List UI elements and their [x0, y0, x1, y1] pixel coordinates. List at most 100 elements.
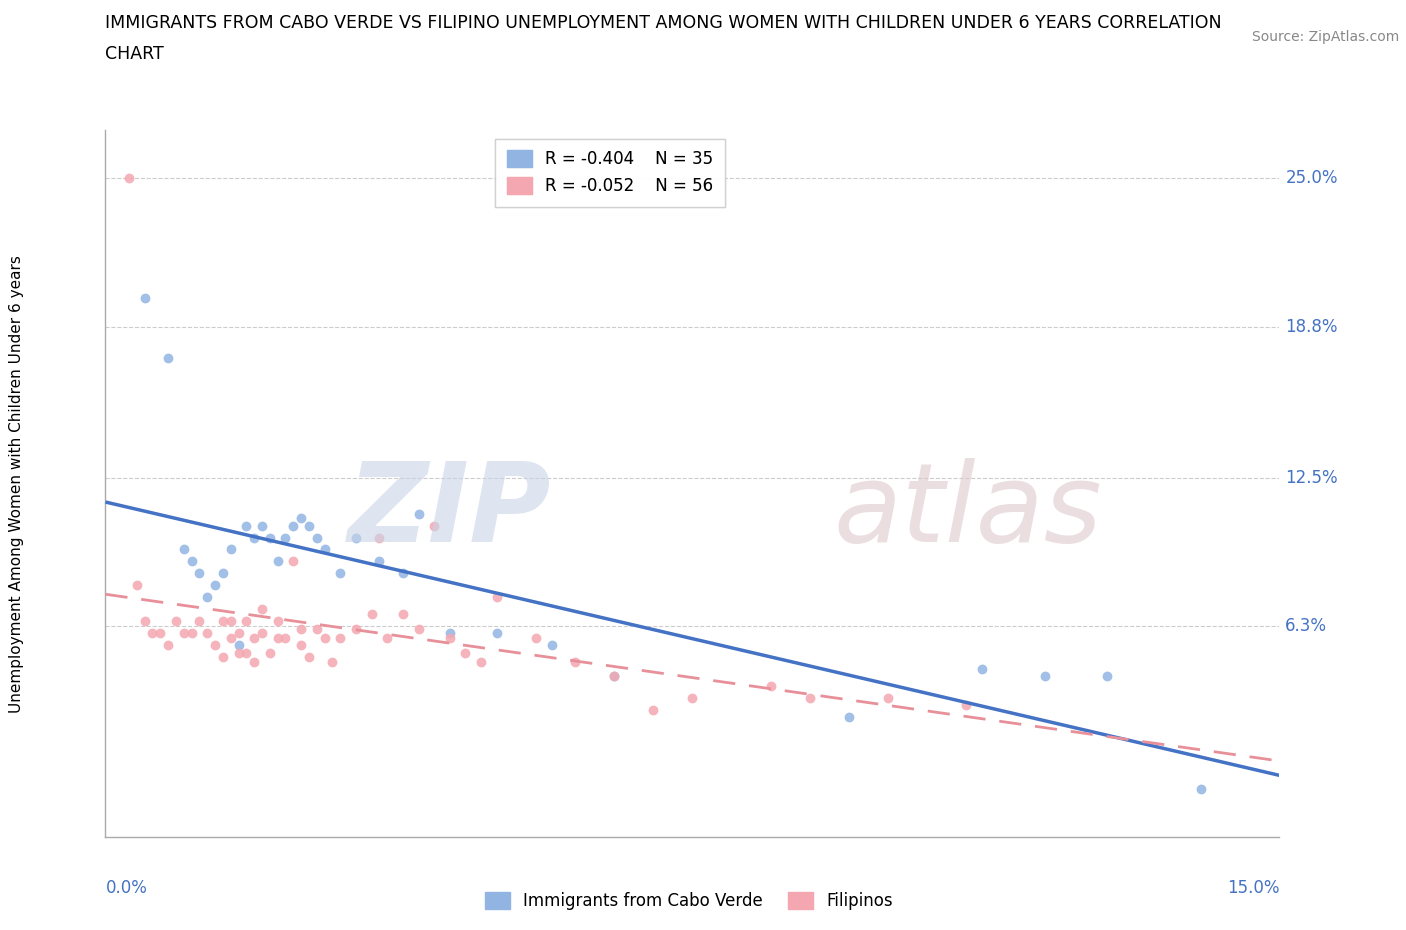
Point [204, 638, 226, 653]
Point [298, 518, 321, 533]
Text: Unemployment Among Women with Children Under 6 years: Unemployment Among Women with Children U… [10, 255, 24, 712]
Point [344, 621, 367, 636]
Point [204, 578, 226, 592]
Point [188, 614, 211, 629]
Point [470, 655, 492, 670]
Point [1189, 781, 1212, 796]
Point [243, 631, 266, 645]
Point [149, 626, 172, 641]
Point [360, 606, 382, 621]
Point [165, 614, 187, 629]
Point [329, 566, 352, 581]
Point [524, 631, 547, 645]
Point [603, 669, 626, 684]
Text: 6.3%: 6.3% [1285, 618, 1327, 635]
Point [259, 645, 281, 660]
Point [235, 614, 257, 629]
Text: 12.5%: 12.5% [1285, 469, 1339, 486]
Point [681, 691, 703, 706]
Point [180, 626, 202, 641]
Point [274, 631, 297, 645]
Point [250, 626, 273, 641]
Point [266, 631, 288, 645]
Point [344, 530, 367, 545]
Point [314, 631, 336, 645]
Point [877, 691, 900, 706]
Point [219, 631, 242, 645]
Point [250, 602, 273, 617]
Point [955, 698, 977, 712]
Text: ZIP: ZIP [349, 458, 551, 565]
Point [305, 621, 328, 636]
Point [195, 626, 218, 641]
Text: IMMIGRANTS FROM CABO VERDE VS FILIPINO UNEMPLOYMENT AMONG WOMEN WITH CHILDREN UN: IMMIGRANTS FROM CABO VERDE VS FILIPINO U… [105, 14, 1222, 32]
Point [283, 554, 305, 569]
Point [235, 645, 257, 660]
Point [228, 626, 250, 641]
Point [603, 669, 626, 684]
Point [838, 710, 860, 724]
Point [134, 614, 156, 629]
Point [266, 614, 288, 629]
Point [157, 638, 180, 653]
Point [321, 655, 343, 670]
Point [485, 626, 508, 641]
Point [298, 650, 321, 665]
Point [266, 554, 288, 569]
Point [195, 590, 218, 604]
Text: 0.0%: 0.0% [105, 880, 148, 897]
Point [485, 590, 508, 604]
Point [235, 518, 257, 533]
Point [157, 351, 180, 365]
Point [290, 638, 312, 653]
Point [408, 621, 430, 636]
Point [540, 638, 562, 653]
Point [643, 702, 665, 717]
Point [173, 626, 195, 641]
Point [283, 518, 305, 533]
Point [228, 645, 250, 660]
Text: Source: ZipAtlas.com: Source: ZipAtlas.com [1251, 30, 1399, 44]
Point [368, 530, 391, 545]
Legend: R = -0.404    N = 35, R = -0.052    N = 56: R = -0.404 N = 35, R = -0.052 N = 56 [495, 139, 725, 206]
Legend: Immigrants from Cabo Verde, Filipinos: Immigrants from Cabo Verde, Filipinos [478, 885, 900, 917]
Point [180, 554, 202, 569]
Point [118, 171, 141, 186]
Point [243, 655, 266, 670]
Point [134, 290, 156, 305]
Point [375, 631, 398, 645]
Point [314, 542, 336, 557]
Point [392, 606, 415, 621]
Point [423, 518, 446, 533]
Point [564, 655, 586, 670]
Point [259, 530, 281, 545]
Point [290, 621, 312, 636]
Point [392, 566, 415, 581]
Point [439, 626, 461, 641]
Point [799, 691, 821, 706]
Point [219, 614, 242, 629]
Text: atlas: atlas [834, 458, 1102, 565]
Point [173, 542, 195, 557]
Point [439, 631, 461, 645]
Point [1097, 669, 1119, 684]
Point [211, 614, 233, 629]
Point [368, 554, 391, 569]
Point [290, 511, 312, 525]
Text: 15.0%: 15.0% [1227, 880, 1279, 897]
Point [250, 518, 273, 533]
Text: CHART: CHART [105, 45, 165, 62]
Point [219, 542, 242, 557]
Point [211, 566, 233, 581]
Text: 18.8%: 18.8% [1285, 318, 1339, 336]
Text: 25.0%: 25.0% [1285, 169, 1339, 187]
Point [211, 650, 233, 665]
Point [188, 566, 211, 581]
Point [329, 631, 352, 645]
Point [408, 506, 430, 521]
Point [454, 645, 477, 660]
Point [759, 679, 782, 694]
Point [970, 662, 993, 677]
Point [1033, 669, 1056, 684]
Point [305, 530, 328, 545]
